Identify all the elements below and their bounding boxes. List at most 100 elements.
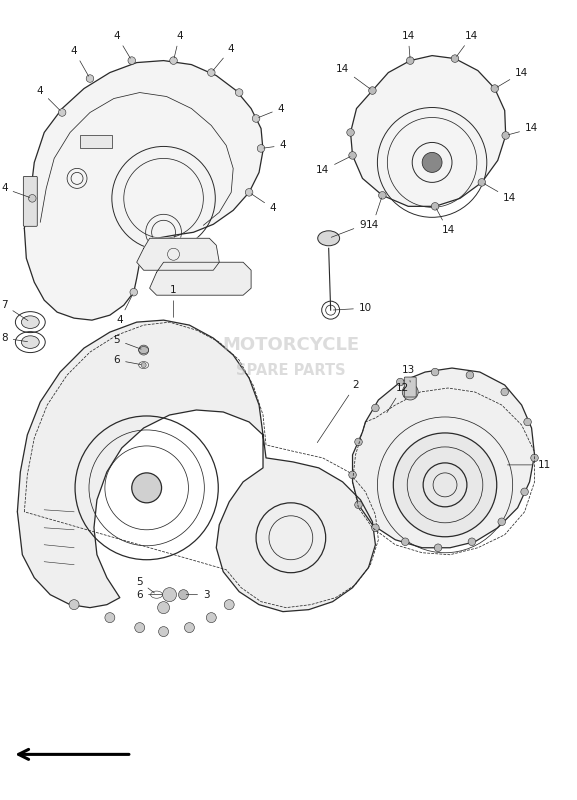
Text: 14: 14: [316, 157, 350, 175]
Circle shape: [394, 433, 497, 537]
Circle shape: [105, 613, 115, 622]
Text: 14: 14: [497, 67, 528, 87]
Circle shape: [422, 153, 442, 172]
Polygon shape: [353, 368, 534, 548]
Ellipse shape: [21, 336, 39, 348]
Circle shape: [245, 189, 253, 196]
Circle shape: [58, 109, 66, 116]
Text: 4: 4: [71, 46, 89, 76]
Circle shape: [501, 388, 508, 396]
Text: 4: 4: [1, 183, 29, 198]
Circle shape: [141, 362, 146, 367]
Circle shape: [468, 538, 475, 546]
Circle shape: [185, 622, 194, 633]
Circle shape: [257, 145, 265, 152]
Circle shape: [28, 194, 36, 202]
Text: 14: 14: [484, 184, 516, 203]
Circle shape: [396, 378, 404, 386]
Circle shape: [252, 114, 260, 122]
Text: 14: 14: [402, 30, 415, 58]
Text: 8: 8: [1, 333, 28, 343]
Circle shape: [170, 57, 177, 64]
Text: 10: 10: [334, 303, 372, 313]
Text: 4: 4: [117, 294, 133, 325]
Text: 4: 4: [252, 194, 276, 214]
Circle shape: [178, 590, 189, 600]
Text: 12: 12: [387, 383, 409, 413]
Circle shape: [431, 202, 439, 210]
Text: 5: 5: [114, 335, 141, 349]
FancyBboxPatch shape: [404, 377, 416, 397]
Ellipse shape: [318, 230, 340, 246]
Circle shape: [524, 418, 531, 426]
Polygon shape: [351, 55, 505, 206]
Text: 14: 14: [508, 123, 538, 134]
Text: 14: 14: [456, 30, 478, 56]
Circle shape: [135, 622, 145, 633]
Circle shape: [159, 626, 168, 637]
Circle shape: [531, 454, 538, 462]
Circle shape: [431, 368, 439, 376]
Circle shape: [466, 371, 474, 379]
Circle shape: [138, 345, 149, 355]
Text: 4: 4: [258, 103, 284, 118]
Circle shape: [369, 86, 376, 94]
FancyBboxPatch shape: [80, 135, 112, 149]
Text: 7: 7: [1, 300, 28, 321]
Circle shape: [402, 538, 409, 546]
Circle shape: [402, 384, 418, 400]
Circle shape: [130, 288, 137, 296]
Circle shape: [355, 438, 362, 446]
Circle shape: [224, 600, 234, 610]
Circle shape: [502, 132, 509, 139]
Text: 4: 4: [264, 141, 286, 150]
Ellipse shape: [21, 316, 39, 329]
Text: MOTORCYCLE: MOTORCYCLE: [222, 336, 359, 354]
Circle shape: [379, 191, 386, 199]
Circle shape: [355, 501, 362, 509]
Text: 4: 4: [114, 30, 130, 58]
Polygon shape: [149, 262, 251, 295]
Text: 6: 6: [114, 355, 141, 365]
Text: 14: 14: [366, 198, 381, 230]
Circle shape: [451, 55, 459, 62]
Circle shape: [69, 600, 79, 610]
Text: 13: 13: [402, 365, 415, 382]
Circle shape: [521, 488, 529, 496]
Polygon shape: [24, 61, 263, 320]
FancyBboxPatch shape: [23, 176, 38, 226]
Circle shape: [163, 588, 177, 602]
Text: 11: 11: [508, 460, 551, 470]
Circle shape: [349, 152, 357, 159]
Circle shape: [406, 57, 414, 64]
Text: 14: 14: [336, 63, 370, 89]
Circle shape: [128, 57, 136, 64]
Circle shape: [235, 89, 243, 96]
Circle shape: [498, 518, 505, 526]
Circle shape: [132, 473, 162, 503]
Text: 1: 1: [170, 285, 177, 318]
Text: 3: 3: [186, 590, 209, 600]
Circle shape: [434, 544, 442, 551]
Text: 14: 14: [436, 209, 455, 235]
Circle shape: [208, 69, 215, 76]
Circle shape: [207, 613, 216, 622]
Polygon shape: [17, 320, 376, 612]
Text: 4: 4: [37, 86, 60, 110]
Text: 2: 2: [317, 380, 359, 442]
Circle shape: [349, 471, 357, 478]
Circle shape: [372, 524, 379, 531]
Circle shape: [491, 85, 499, 92]
Circle shape: [158, 602, 170, 614]
Text: 4: 4: [174, 30, 183, 58]
Circle shape: [86, 74, 93, 82]
Text: SPARE PARTS: SPARE PARTS: [236, 362, 346, 378]
Text: 6: 6: [136, 590, 162, 600]
Text: 5: 5: [136, 577, 155, 593]
Polygon shape: [137, 238, 219, 270]
Circle shape: [478, 178, 486, 186]
Text: 9: 9: [331, 220, 366, 238]
Text: 4: 4: [213, 44, 234, 70]
Circle shape: [372, 404, 379, 412]
Circle shape: [347, 129, 354, 136]
